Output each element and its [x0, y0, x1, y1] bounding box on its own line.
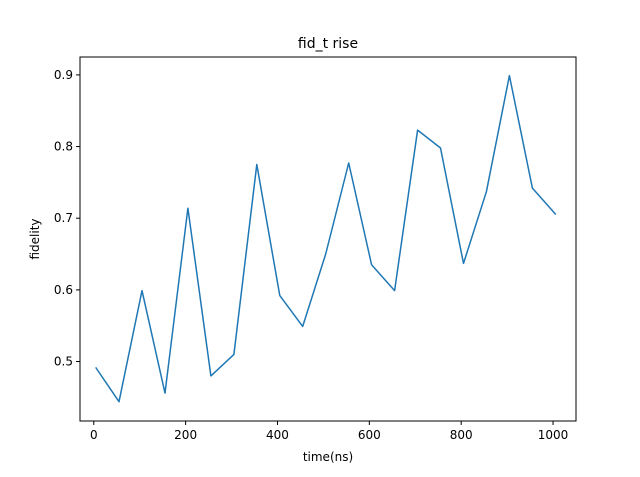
- plot-frame: [79, 56, 577, 422]
- x-axis-label: time(ns): [303, 450, 353, 464]
- y-tick-label: 0.5: [54, 355, 73, 369]
- x-tick-label: 600: [358, 428, 381, 442]
- x-tick-label: 200: [174, 428, 197, 442]
- x-tick-label: 800: [450, 428, 473, 442]
- y-axis-label: fidelity: [28, 218, 42, 259]
- y-tick-label: 0.9: [54, 68, 73, 82]
- plot-area: [79, 56, 577, 422]
- y-tick-label: 0.8: [54, 140, 73, 154]
- x-axis: 0 200 400 600 800 1000: [90, 421, 568, 442]
- series-layer: [95, 74, 557, 403]
- y-axis: 0.5 0.6 0.7 0.8 0.9: [54, 68, 80, 369]
- y-tick-label: 0.6: [54, 283, 73, 297]
- x-tick-label: 0: [90, 428, 98, 442]
- series-line: [95, 74, 557, 403]
- chart-title: fid_t rise: [298, 36, 358, 52]
- x-tick-label: 400: [266, 428, 289, 442]
- x-tick-label: 1000: [538, 428, 569, 442]
- y-tick-label: 0.7: [54, 211, 73, 225]
